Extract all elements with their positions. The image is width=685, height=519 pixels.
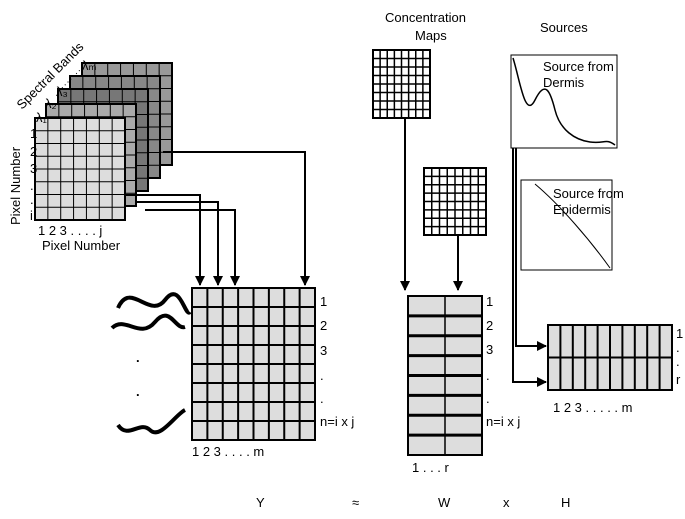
row-label: r [676, 372, 681, 387]
curve [534, 183, 611, 269]
row-label: 2 [486, 318, 493, 333]
row-label: 1 [676, 326, 683, 341]
col-axis: Pixel Number [42, 238, 121, 253]
band: λₘ [82, 58, 97, 73]
row-label: 3 [320, 343, 327, 358]
arrow [135, 201, 223, 286]
row-label: 1 [320, 294, 327, 309]
eq: W [438, 495, 451, 510]
row-label: n=i x j [486, 414, 520, 429]
row-label: . [486, 368, 490, 383]
arrow [512, 148, 547, 387]
h-col-labels: 1 2 3 . . . . . m [553, 400, 632, 415]
title: Concentration [385, 10, 466, 25]
row-label: 3 [30, 161, 37, 176]
row-label: . [30, 192, 34, 207]
arrow [145, 209, 240, 286]
col-labels: 1 2 3 . . . . j [38, 223, 102, 238]
source-label: Source from [553, 186, 624, 201]
dot: . [136, 384, 140, 399]
row-label: 3 [486, 342, 493, 357]
title: Sources [540, 20, 588, 35]
row-axis: Pixel Number [8, 146, 23, 225]
plot [510, 54, 618, 149]
plot [520, 179, 613, 271]
band: λ₃ [56, 84, 68, 99]
eq: x [503, 495, 510, 510]
row-label: . [676, 354, 680, 369]
curve [512, 57, 616, 146]
dots [61, 69, 81, 89]
source-label: Epidermis [553, 202, 611, 217]
arrow [125, 194, 205, 286]
signal [116, 292, 192, 315]
band: λ₁ [36, 110, 48, 125]
source-label: Source from [543, 59, 614, 74]
row-label: . [486, 391, 490, 406]
row-label: . [676, 340, 680, 355]
row-label: . [320, 391, 324, 406]
eq: H [561, 495, 570, 510]
y-col-labels: 1 2 3 . . . . m [192, 444, 264, 459]
title: Maps [415, 28, 447, 43]
grids [34, 49, 673, 456]
arrow [515, 148, 547, 351]
row-label: n=i x j [320, 414, 354, 429]
eq: Y [256, 495, 265, 510]
row-label: . [320, 368, 324, 383]
row-label: i [30, 208, 33, 223]
arrow [163, 151, 310, 286]
signal [116, 408, 187, 435]
row-label: 1 [30, 126, 37, 141]
row-label: 2 [320, 318, 327, 333]
row-label: . [30, 178, 34, 193]
dot: . [136, 350, 140, 365]
w-col-labels: 1 . . . r [412, 460, 450, 475]
band: λ₂ [45, 96, 57, 111]
eq: ≈ [352, 495, 359, 510]
signal [110, 313, 186, 331]
row-label: 1 [486, 294, 493, 309]
source-label: Dermis [543, 75, 585, 90]
row-label: 2 [30, 144, 37, 159]
